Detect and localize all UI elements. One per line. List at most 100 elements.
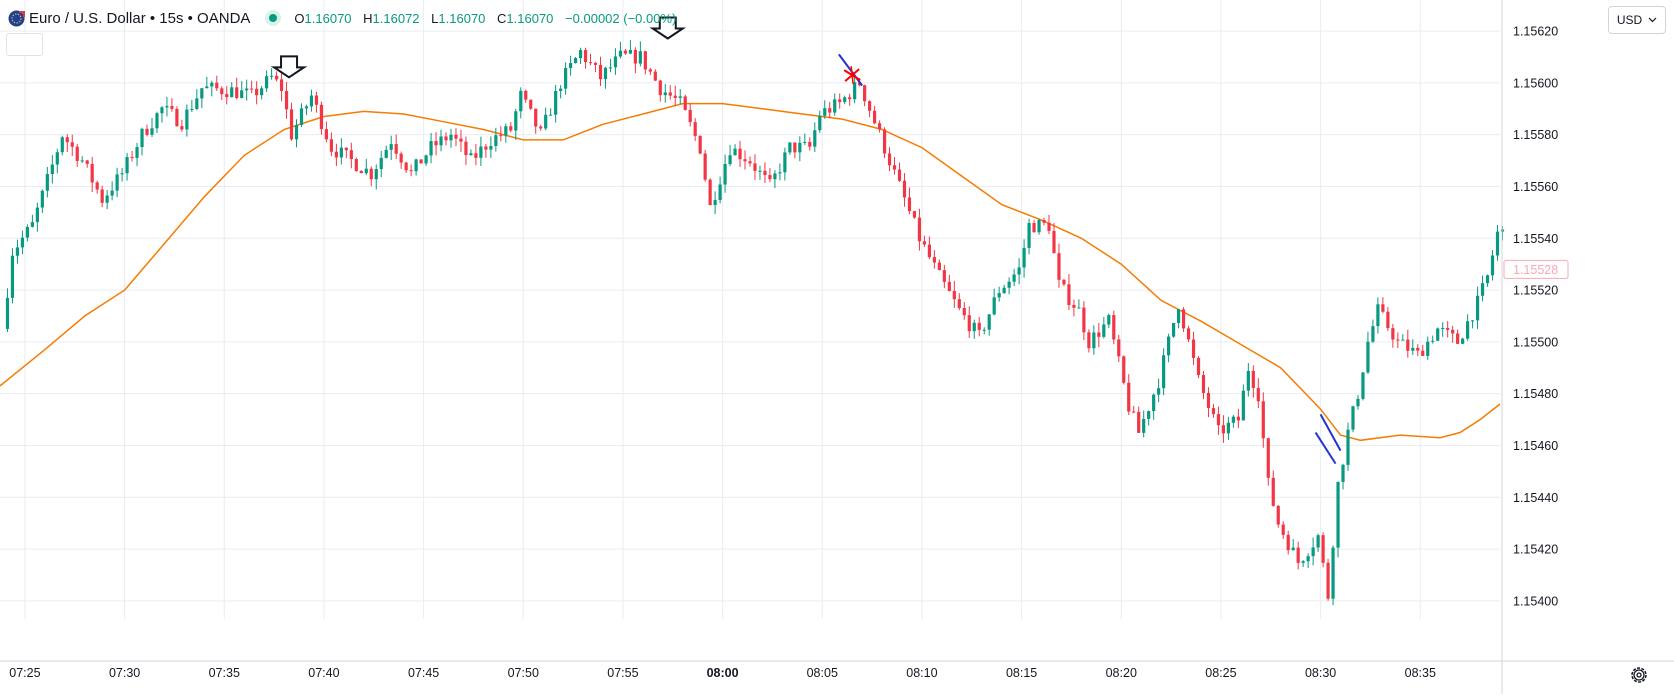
candle-body — [763, 170, 767, 176]
symbol-title[interactable]: Euro / U.S. Dollar • 15s • OANDA — [29, 9, 251, 27]
x-tick-label: 07:25 — [9, 666, 40, 680]
candle-body — [942, 270, 946, 282]
candle-body — [549, 114, 553, 116]
candle-body — [1027, 223, 1031, 248]
candle-body — [1376, 304, 1380, 327]
candle-body — [778, 172, 782, 174]
candle-body — [1107, 315, 1111, 325]
candle-body — [788, 142, 792, 153]
candle-body — [394, 144, 398, 154]
candle-body — [1181, 309, 1186, 329]
candle-body — [683, 96, 687, 110]
candle-body — [509, 126, 513, 131]
down-arrow-marker[interactable] — [649, 16, 687, 40]
candle-body — [653, 71, 657, 81]
candle-body — [1007, 281, 1011, 288]
candle-body — [843, 97, 847, 103]
candle-body — [60, 137, 64, 153]
candle-body — [474, 153, 478, 158]
candle-body — [1266, 438, 1270, 478]
candle-body — [80, 160, 84, 162]
candle-body — [444, 136, 448, 141]
candle-body — [1082, 307, 1086, 333]
candle-body — [1446, 327, 1450, 330]
collapse-legend-button[interactable] — [6, 33, 43, 56]
candle-body — [698, 135, 702, 154]
trend-line-drawing[interactable] — [1319, 413, 1342, 452]
candle-body — [573, 58, 578, 64]
candle-body — [75, 146, 79, 161]
y-tick-label: 1.15460 — [1513, 439, 1558, 453]
candle-body — [544, 114, 548, 129]
candle-body — [464, 141, 468, 156]
candle-body — [1371, 326, 1375, 342]
candle-body — [155, 113, 159, 129]
market-open-dot-icon[interactable] — [264, 9, 282, 27]
candle-body — [269, 75, 274, 77]
candle-body — [70, 142, 74, 147]
candle-body — [932, 257, 936, 263]
candle-body — [947, 281, 951, 291]
gear-icon[interactable] — [1628, 664, 1650, 686]
candle-body — [803, 141, 807, 143]
candle-body — [180, 126, 184, 130]
candle-body — [1186, 328, 1191, 340]
candle-body — [1391, 328, 1395, 340]
candle-body — [882, 129, 887, 154]
candle-body — [743, 159, 747, 162]
candle-body — [120, 173, 124, 175]
candle-body — [1137, 411, 1141, 433]
candle-body — [753, 163, 757, 171]
candle-body — [1316, 535, 1320, 548]
high-value: 1.16072 — [372, 10, 420, 26]
candle-body — [848, 97, 852, 100]
candle-body — [1321, 535, 1325, 563]
candle-body — [628, 50, 632, 54]
annotations-layer[interactable] — [270, 16, 1342, 465]
x-tick-label: 07:35 — [209, 666, 240, 680]
x-tick-label: 08:30 — [1305, 666, 1336, 680]
currency-selector[interactable]: USD — [1608, 6, 1666, 34]
candle-body — [135, 147, 139, 158]
candle-body — [404, 162, 408, 171]
candle-body — [658, 80, 662, 96]
x-tick-label: 07:55 — [607, 666, 638, 680]
low-label: L — [431, 10, 439, 26]
candle-body — [723, 164, 727, 185]
candle-body — [758, 170, 762, 172]
candle-body — [693, 122, 697, 136]
trend-line-drawing[interactable] — [838, 53, 863, 87]
candle-body — [568, 63, 573, 69]
candle-body — [902, 180, 907, 198]
candle-body — [1461, 338, 1465, 344]
x-tick-label: 08:00 — [707, 666, 739, 680]
candle-body — [1122, 356, 1126, 383]
candle-body — [185, 109, 189, 130]
candle-body — [1291, 547, 1295, 551]
candle-body — [1102, 324, 1106, 337]
y-tick-label: 1.15520 — [1513, 284, 1558, 298]
candle-body — [583, 50, 588, 63]
candle-body — [195, 98, 199, 109]
candle-body — [578, 50, 583, 59]
candle-body — [504, 126, 508, 136]
candle-body — [818, 115, 822, 131]
candle-body — [1241, 390, 1245, 421]
candle-body — [559, 88, 563, 91]
trend-line-drawing[interactable] — [1314, 431, 1337, 465]
candle-body — [1361, 372, 1365, 399]
candle-body — [1047, 222, 1051, 231]
cross-marker-stroke[interactable] — [850, 66, 854, 85]
candle-body — [459, 138, 463, 142]
candle-body — [863, 85, 867, 102]
candle-body — [967, 315, 971, 332]
candle-body — [1152, 394, 1156, 412]
candle-body — [912, 211, 917, 218]
candle-body — [838, 99, 842, 103]
candle-body — [419, 159, 423, 164]
candle-body — [872, 110, 877, 124]
candle-body — [1341, 464, 1345, 482]
down-arrow-marker[interactable] — [270, 55, 308, 79]
